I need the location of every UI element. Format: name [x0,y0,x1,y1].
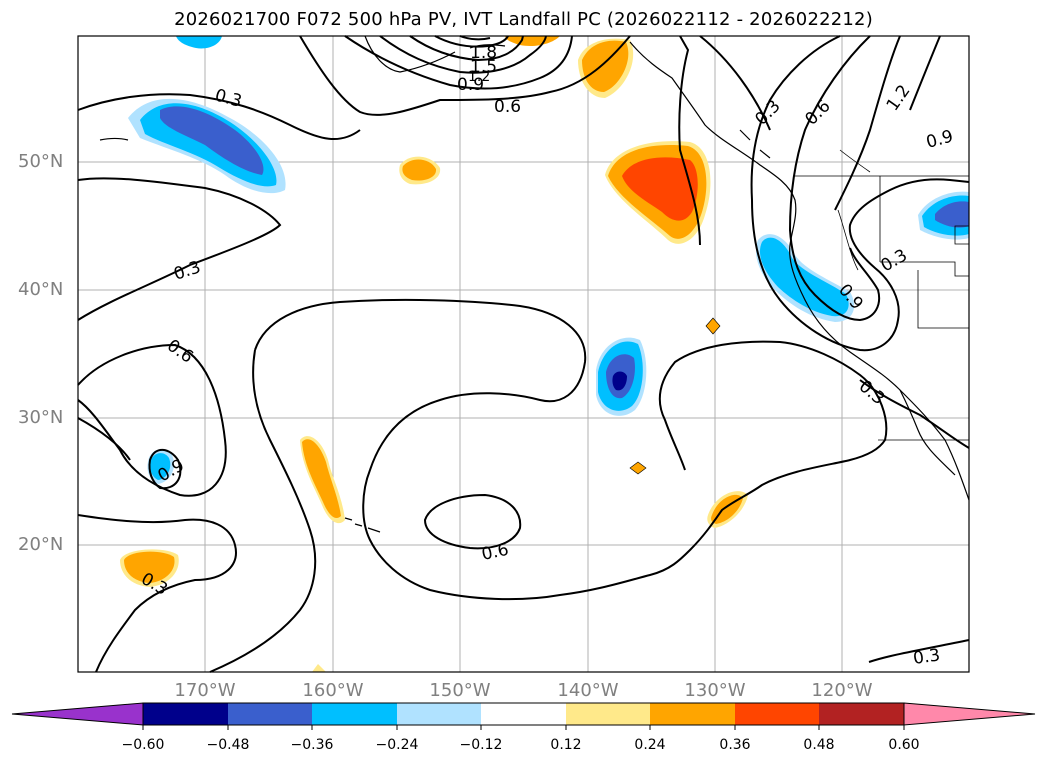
negative-anomaly-west [149,453,171,480]
colorbar-segment [566,703,650,725]
negative-anomaly-north [176,36,222,49]
coastlines [99,35,970,533]
lon-label: 170°W [174,680,236,701]
colorbar-tick-label: −0.36 [290,737,334,753]
graticule [78,36,969,672]
map-title: 2026021700 F072 500 hPa PV, IVT Landfall… [174,9,873,30]
colorbar-tick-label: 0.60 [888,737,920,753]
lat-label: 20°N [18,534,64,555]
colorbar-tick-label: −0.24 [375,737,419,753]
colorbar-tick-label: −0.48 [206,737,250,753]
colorbar-segment [397,703,481,725]
shaded-anomalies [120,36,969,672]
colorbar-segment [312,703,397,725]
colorbar-tick-label: 0.24 [634,737,666,753]
lon-label: 130°W [684,680,746,701]
contour-label: 1.2 [468,69,490,85]
lat-label: 30°N [18,407,64,428]
lat-label: 50°N [18,151,64,172]
pv-contours [77,35,970,673]
colorbar-tick-label: −0.12 [459,737,503,753]
contour-label: 0.9 [457,75,484,95]
lon-label: 140°W [557,680,619,701]
lat-label: 40°N [18,279,64,300]
colorbar-tick-label: −0.60 [121,737,165,753]
contour-label: 1.5 [470,57,497,77]
lon-label: 160°W [302,680,364,701]
positive-anomaly-southwest [124,551,175,583]
colorbar-segment [735,703,819,725]
colorbar-segment [819,703,904,725]
negative-anomaly-oregon [759,237,849,317]
colorbar-tick-label: 0.12 [550,737,582,753]
positive-anomaly-hawaii [302,439,341,519]
political-borders [795,149,970,441]
lon-label: 120°W [811,680,873,701]
positive-anomaly-gulf-alaska-north [582,40,629,92]
positive-anomaly-central [402,159,437,181]
lon-label: 150°W [429,680,491,701]
colorbar-extend-low [11,702,144,726]
colorbar-segment [228,703,312,725]
contour-label: 1.8 [470,43,497,63]
contour-label: 0.3 [912,645,942,669]
plot-frame [77,35,970,673]
colorbar-tick-label: 0.36 [719,737,751,753]
colorbar-tick-label: 0.48 [803,737,835,753]
colorbar-segment [143,703,228,725]
colorbar-segment [481,703,566,725]
colorbar-segment [650,703,735,725]
colorbar-extend-high [903,702,1036,726]
contour-label: 0.6 [494,97,521,117]
colorbar [11,702,1036,730]
